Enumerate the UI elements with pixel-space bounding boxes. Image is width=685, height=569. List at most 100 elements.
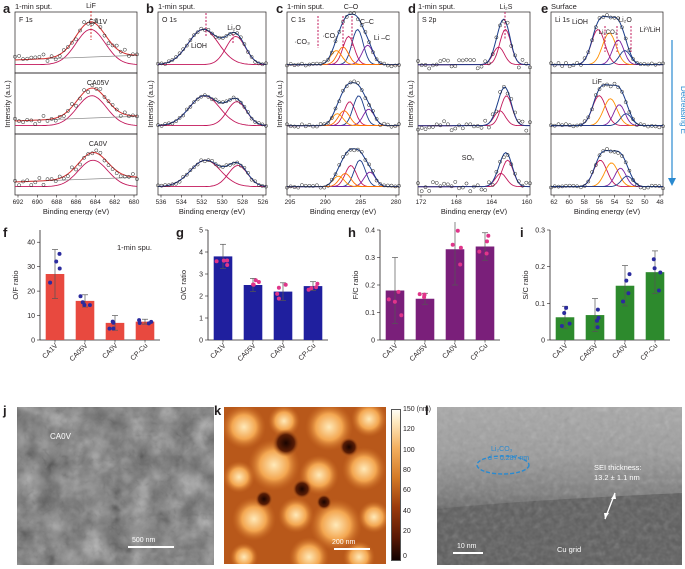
afm-grain [305,407,353,451]
xps-data-point [612,15,617,20]
xps-data-point [114,171,119,176]
xps-data-point [649,183,654,188]
xps-component-curve [551,95,663,127]
replicate-point [221,258,226,263]
xps-data-point [188,168,193,173]
replicate-point [137,318,142,323]
xps-data-point [590,38,594,43]
xps-data-point [33,122,38,126]
panel-letter-d: d [408,1,416,16]
xps-data-point [53,179,58,183]
xps-data-point [649,124,654,128]
replicate-point [562,311,567,315]
bar-x-tick-label: CA1V [42,342,60,360]
xps-data-point [49,177,54,181]
afm-scale-label: 200 nm [332,539,356,546]
xps-data-point [509,44,514,48]
xps-data-point [199,158,204,163]
xps-data-point [307,183,312,188]
xps-data-point [352,148,357,153]
xps-data-point [70,102,74,106]
xps-component-curve [157,159,266,188]
xps-data-point [564,61,568,65]
panel-letter-h: h [348,225,356,240]
xps-data-point [352,79,357,84]
replicate-point [658,270,663,275]
xps-data-point [468,189,473,194]
xps-data-point [475,66,480,71]
bar-y-tick-label: 2 [199,294,203,301]
xps-x-tick-label: 530 [217,199,228,206]
xps-x-tick-label: 160 [522,199,533,206]
afm-colorbar-tick: 100 [403,447,415,454]
xps-data-point [159,124,164,128]
xps-data-point [479,64,484,69]
xps-data-point [25,56,30,61]
bar-x-tick-label: CA0V [270,342,288,360]
xps-data-point [166,183,171,188]
xps-component-curve [15,28,138,66]
afm-colorbar-tick: 0 [403,553,407,560]
xps-data-point [397,183,401,188]
xps-data-point [378,182,383,186]
xps-data-point [552,63,557,68]
xps-data-point [520,57,525,62]
xps-data-point [322,185,327,190]
xps-data-point [102,95,107,99]
xps-data-point [457,186,461,191]
xps-data-point [389,64,394,69]
bar-y-tick-label: 1 [199,316,203,323]
xps-fit-envelope [287,82,399,127]
xps-data-point [520,119,525,124]
xps-data-point [41,114,46,118]
xps-data-point [86,152,91,156]
xps-data-point [213,35,218,39]
xps-x-axis-title: Binding energy (eV) [43,207,110,215]
xps-data-point [202,159,207,164]
xps-data-point [359,149,364,154]
xps-data-point [601,15,606,19]
xps-data-point [78,96,82,101]
xps-data-point [528,181,532,186]
xps-data-point [513,53,517,58]
replicate-point [624,278,629,283]
replicate-point [455,228,460,233]
replicate-point [458,245,463,250]
xps-data-point [472,184,476,189]
xps-data-point [593,25,598,30]
bar-y-axis-title: O/C ratio [179,270,188,300]
xps-x-tick-label: 172 [416,199,427,206]
xps-data-point [449,128,454,133]
replicate-point [595,307,600,312]
xps-data-point [597,153,602,158]
replicate-point [627,272,632,277]
xps-data-point [333,39,338,44]
afm-pit [272,429,300,457]
xps-panel-title: 1-min sput. [418,2,455,11]
xps-data-point [374,57,379,62]
xps-data-point [300,122,304,127]
xps-data-point [315,61,319,66]
xps-data-point [516,65,521,70]
bar-y-tick-label: 10 [27,313,35,320]
replicate-point [450,242,455,247]
xps-data-point [498,159,502,164]
xps-x-tick-label: 52 [626,199,634,206]
xps-data-point [288,62,293,66]
xps-data-point [188,104,193,109]
bar-CA05V [75,300,95,340]
xps-data-point [623,100,628,104]
xps-data-point [468,58,473,62]
xps-data-point [582,56,587,61]
xps-data-point [17,183,21,188]
xps-data-point [575,184,579,189]
xps-data-point [326,57,330,62]
xps-peak-label: Li⁰/LiH [640,26,661,34]
replicate-point [111,320,116,325]
xps-data-point [601,83,606,88]
replicate-point [253,278,258,283]
xps-data-point [322,122,327,127]
xps-data-point [416,59,420,63]
xps-data-point [224,99,229,104]
xps-data-point [53,118,58,123]
